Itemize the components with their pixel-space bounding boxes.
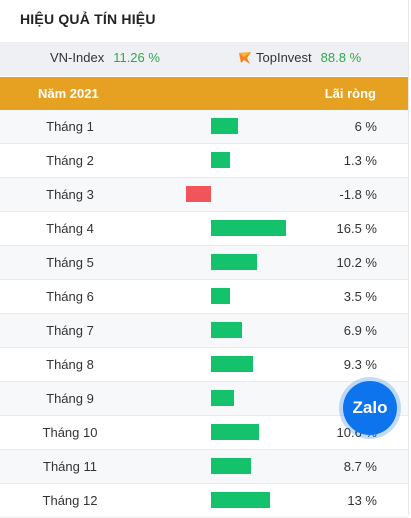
profit-percent: 6.9 % — [343, 323, 377, 338]
zalo-chat-button[interactable]: Zalo — [343, 381, 397, 435]
profit-percent: 3.5 % — [343, 289, 377, 304]
month-label: Tháng 9 — [46, 391, 94, 406]
profit-bar-positive — [211, 424, 260, 440]
table-row: Tháng 2 1.3 % — [0, 144, 408, 178]
profit-bar-positive — [211, 390, 234, 406]
profit-bar-positive — [211, 492, 271, 508]
table-row: Tháng 11 8.7 % — [0, 450, 408, 484]
profit-percent: 6 % — [354, 119, 377, 134]
card-title: HIỆU QUẢ TÍN HIỆU — [20, 11, 156, 27]
table-row: Tháng 9 — [0, 382, 408, 416]
profit-bar-positive — [211, 254, 258, 270]
profit-percent: 9.3 % — [343, 357, 377, 372]
profit-percent: -1.8 % — [339, 187, 377, 202]
month-label: Tháng 10 — [42, 425, 98, 440]
profit-bar-positive — [211, 458, 251, 474]
topinvest-stat: TopInvest 88.8 % — [238, 50, 361, 65]
month-label: Tháng 8 — [46, 357, 94, 372]
profit-bar-positive — [211, 118, 239, 134]
profit-bar-positive — [211, 152, 230, 168]
month-label: Tháng 3 — [46, 187, 94, 202]
table-row: Tháng 7 6.9 % — [0, 314, 408, 348]
index-comparison-bar: VN-Index 11.26 % TopInvest 88.8 % — [0, 42, 408, 76]
table-row: Tháng 12 13 % — [0, 484, 408, 518]
table-header: Năm 2021 Lãi ròng — [0, 77, 408, 110]
table-row: Tháng 6 3.5 % — [0, 280, 408, 314]
month-label: Tháng 7 — [46, 323, 94, 338]
profit-percent: 1.3 % — [343, 153, 377, 168]
profit-bar-negative — [186, 186, 211, 202]
table-row: Tháng 3 -1.8 % — [0, 178, 408, 212]
topinvest-logo-icon — [239, 51, 251, 64]
vnindex-label: VN-Index — [50, 50, 105, 65]
profit-percent: 10.2 % — [336, 255, 377, 270]
month-label: Tháng 4 — [46, 221, 94, 236]
table-row: Tháng 4 16.5 % — [0, 212, 408, 246]
table-row: Tháng 10 10.6 % — [0, 416, 408, 450]
profit-bar-positive — [211, 322, 243, 338]
profit-bar-positive — [211, 288, 230, 304]
profit-column-header: Lãi ròng — [324, 86, 376, 101]
topinvest-label: TopInvest — [256, 50, 312, 65]
topinvest-value: 88.8 % — [320, 50, 362, 65]
table-row: Tháng 1 6 % — [0, 110, 408, 144]
vnindex-value: 11.26 % — [113, 50, 160, 65]
table-row: Tháng 5 10.2 % — [0, 246, 408, 280]
month-label: Tháng 5 — [46, 255, 94, 270]
profit-percent: 13 % — [347, 493, 377, 508]
month-label: Tháng 6 — [46, 289, 94, 304]
month-label: Tháng 12 — [42, 493, 98, 508]
profit-percent: 8.7 % — [343, 459, 377, 474]
month-label: Tháng 11 — [43, 459, 97, 474]
profit-percent: 16.5 % — [336, 221, 377, 236]
vnindex-stat: VN-Index 11.26 % — [50, 50, 160, 65]
zalo-chat-icon: Zalo — [352, 398, 388, 417]
month-label: Tháng 2 — [46, 153, 94, 168]
profit-bar-positive — [211, 220, 286, 236]
profit-bar-positive — [211, 356, 254, 372]
month-label: Tháng 1 — [46, 119, 94, 134]
table-row: Tháng 8 9.3 % — [0, 348, 408, 382]
year-column-header: Năm 2021 — [38, 86, 99, 101]
